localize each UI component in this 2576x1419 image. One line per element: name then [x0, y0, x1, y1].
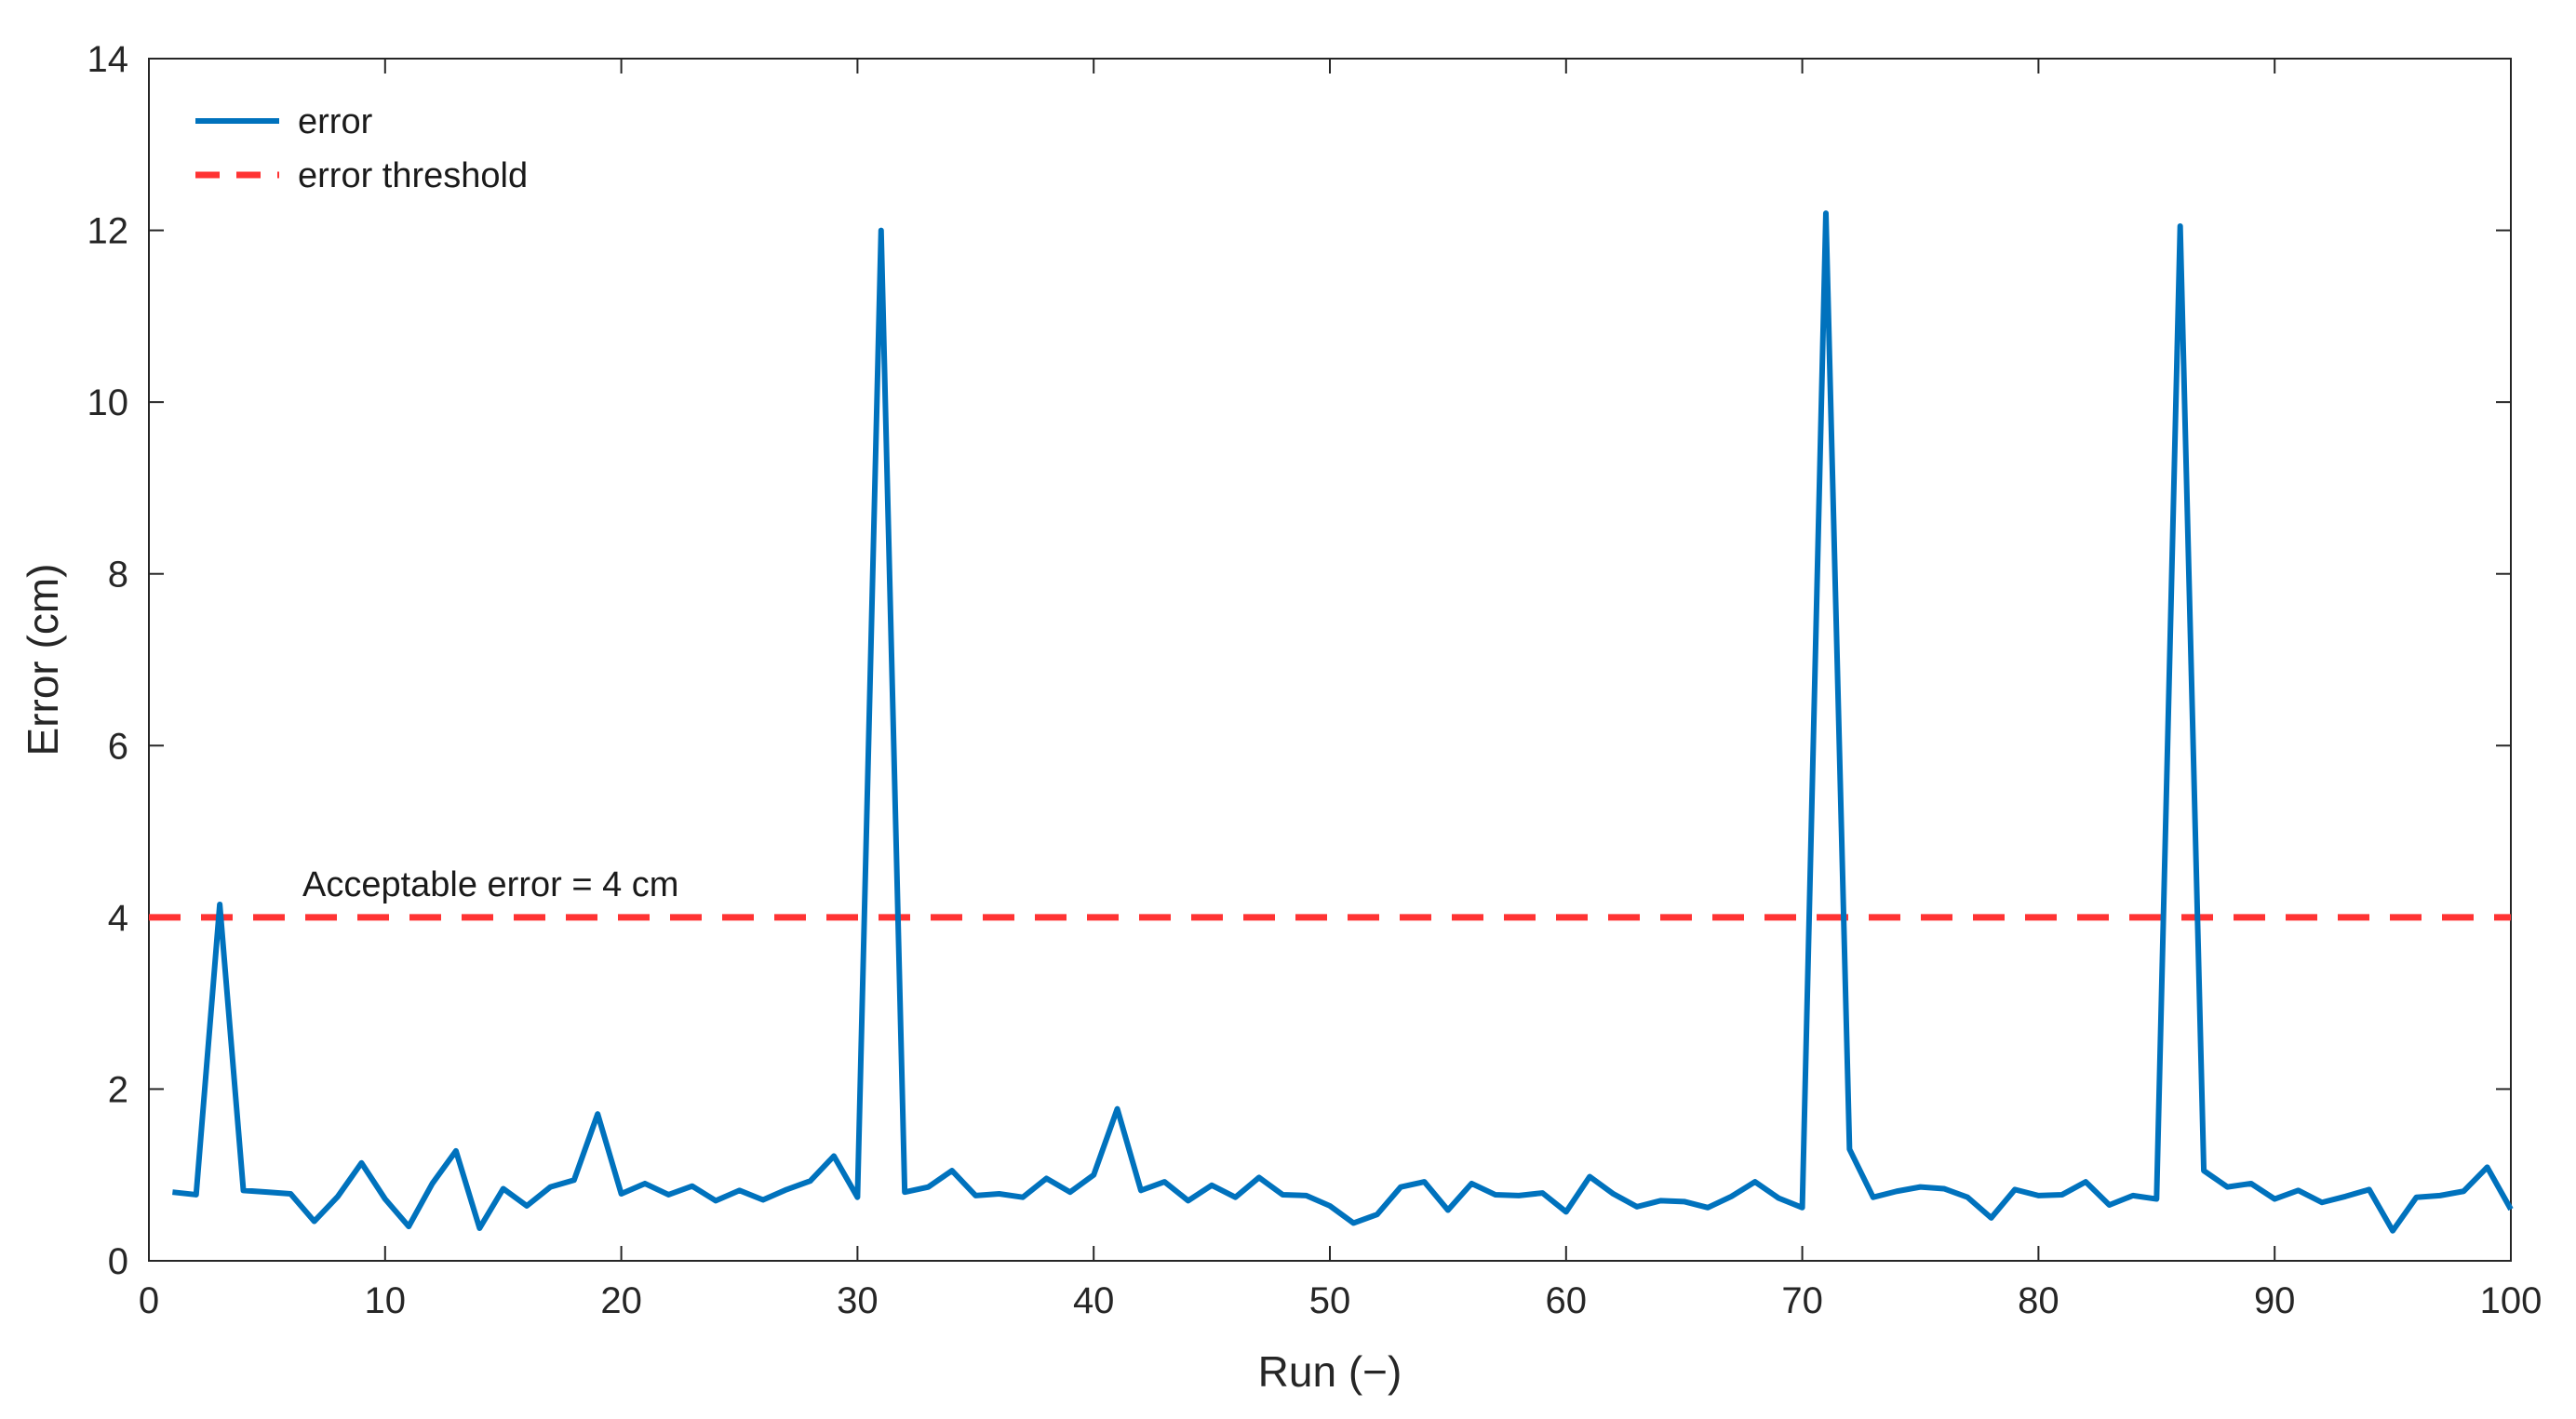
- y-tick-label: 6: [108, 726, 128, 767]
- x-tick-label: 90: [2254, 1280, 2296, 1321]
- y-tick-label: 14: [87, 39, 129, 80]
- x-tick-label: 100: [2480, 1280, 2542, 1321]
- x-tick-label: 50: [1309, 1280, 1351, 1321]
- y-tick-label: 10: [87, 382, 129, 423]
- x-tick-label: 0: [139, 1280, 159, 1321]
- y-axis-title: Error (cm): [19, 564, 67, 756]
- y-tick-label: 12: [87, 211, 129, 252]
- x-tick-label: 70: [1781, 1280, 1823, 1321]
- x-axis-ticks: 0 10 20 30 40 50 60 70 80 90 100: [139, 59, 2542, 1321]
- series-layer: [149, 210, 2514, 1234]
- x-axis-title: Run (−): [1258, 1347, 1402, 1396]
- threshold-annotation: Acceptable error = 4 cm: [302, 865, 678, 904]
- legend-label-error: error: [298, 102, 373, 141]
- x-tick-label: 20: [600, 1280, 642, 1321]
- series-line-error: [172, 210, 2514, 1234]
- x-tick-label: 40: [1073, 1280, 1115, 1321]
- x-tick-label: 10: [365, 1280, 407, 1321]
- y-tick-label: 8: [108, 555, 128, 596]
- x-tick-label: 60: [1546, 1280, 1588, 1321]
- y-tick-label: 0: [108, 1241, 128, 1282]
- x-tick-label: 30: [837, 1280, 879, 1321]
- y-tick-label: 2: [108, 1069, 128, 1110]
- x-tick-label: 80: [2018, 1280, 2059, 1321]
- annotation-layer: Acceptable error = 4 cm: [302, 865, 678, 904]
- y-tick-label: 4: [108, 898, 128, 939]
- legend-label-error-threshold: error threshold: [298, 156, 528, 195]
- legend: error error threshold: [195, 102, 528, 195]
